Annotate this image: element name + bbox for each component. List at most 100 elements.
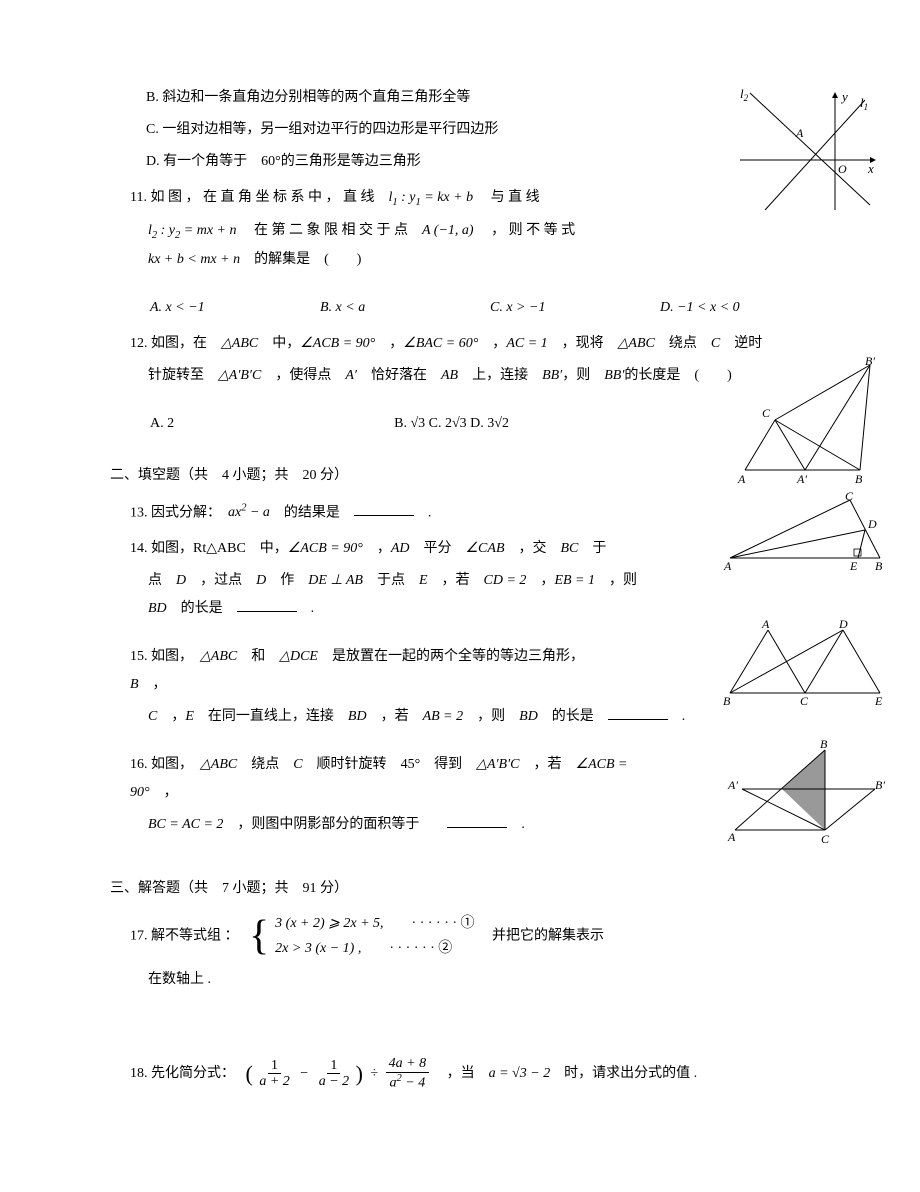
q11-line2: l2 : y2 = mx + n 在 第 二 象 限 相 交 于 点 A (−1…: [148, 217, 830, 246]
q15-line2: C ，E 在同一直线上，连接 BD ，若 AB = 2 ，则 BD 的长是 .: [148, 703, 830, 731]
q12-t6: 绕点: [655, 336, 711, 351]
q15-t8: ，则: [463, 709, 519, 724]
q12-options: A. 2 B. √3 C. 2√3 D. 3√2: [150, 410, 830, 438]
q18-aeq: a = √3 − 2: [489, 1066, 551, 1081]
d16-B: B: [820, 737, 828, 751]
q14-t15: .: [297, 601, 315, 616]
opt-d-angle: 60°: [261, 154, 281, 169]
q15-ptE: E: [185, 709, 194, 724]
q12-t8: 针旋转至: [148, 368, 218, 383]
q12-ang2: ∠BAC = 60°: [403, 336, 478, 351]
q12-tri3: △A′B′C: [218, 368, 261, 383]
q11: 11. 如 图 ， 在 直 角 坐 标 系 中 ， 直 线 l1 : y1 = …: [130, 184, 830, 213]
diagram-q12: A A′ B B′ C: [730, 355, 880, 485]
q12-ptC: C: [711, 336, 720, 351]
q11-ineq: kx + b < mx + n: [148, 252, 240, 267]
diagram-q16: A A′ B B′ C: [720, 735, 890, 855]
q18-minus: −: [300, 1066, 308, 1081]
q11-t2: 与 直 线: [473, 190, 540, 205]
q15-bd2: BD: [519, 709, 538, 724]
q17-line3: 在数轴上 .: [148, 966, 830, 994]
d12-B: B: [855, 472, 863, 485]
q12-t12: ，则: [562, 368, 604, 383]
d16-C: C: [821, 832, 830, 846]
q16-t8: .: [507, 817, 525, 832]
opt-d-suffix: 的三角形是等边三角形: [281, 154, 421, 169]
d12-A: A: [737, 472, 746, 485]
q17-t3: 在数轴上 .: [148, 972, 211, 987]
q15-ptC: C: [148, 709, 157, 724]
sec2-title: 二、填空题（共 4 小题；共 20 分）: [110, 468, 348, 483]
q12-tri2: △ABC: [618, 336, 655, 351]
q13-t1: 因式分解：: [151, 505, 228, 520]
opt-d-prefix: D. 有一个角等于: [146, 154, 261, 169]
d11-y: y: [840, 89, 848, 104]
d11-x: x: [867, 161, 874, 176]
q12-ptA: A′: [345, 368, 357, 383]
d16-Ap: A′: [727, 778, 738, 792]
q13-blank: [354, 502, 414, 516]
q12-t9: ，使得点: [261, 368, 345, 383]
q14-t1: 如图，: [151, 541, 193, 556]
q12-t11: 上，连接: [458, 368, 542, 383]
brace-icon: {: [249, 915, 269, 957]
section-3: 三、解答题（共 7 小题；共 91 分）: [110, 875, 830, 903]
q16-t2: 绕点: [237, 757, 293, 772]
q18: 18. 先化简分式： ( 1a + 2 − 1a − 2 ) ÷ 4a + 8a…: [130, 1052, 830, 1096]
q16-t3: 顺时针旋转: [303, 757, 401, 772]
d12-C: C: [762, 406, 771, 420]
d15-D: D: [838, 617, 848, 631]
q14-ang: ∠ACB = 90°: [288, 541, 363, 556]
q14-t9: 作: [266, 573, 308, 588]
d15-A: A: [761, 617, 770, 631]
q14-eb: EB = 1: [554, 573, 595, 588]
q18-div: ÷: [370, 1066, 378, 1081]
q17-line2: 2x > 3 (x − 1) ,: [275, 941, 361, 956]
d11-l1: l1: [860, 95, 868, 112]
q18-frac1: 1a + 2: [256, 1058, 292, 1090]
q15-t4: ，: [139, 677, 167, 692]
q17-t1: 解不等式组 ：: [151, 929, 246, 944]
d14-A: A: [723, 559, 732, 570]
q16-t4: 得到: [420, 757, 476, 772]
q11-l2: l2 : y2 = mx + n: [148, 223, 237, 238]
q11-pointA: A (−1, a): [422, 223, 474, 238]
q14-ptD: D: [176, 573, 186, 588]
q11-options: A. x < −1 B. x < a C. x > −1 D. −1 < x <…: [150, 294, 830, 322]
d12-Bp: B′: [865, 355, 875, 368]
q17-dots2: · · · · · · ②: [361, 941, 452, 956]
q15-t3: 是放置在一起的两个全等的等边三角形，: [318, 649, 605, 664]
q14-t8: ，过点: [186, 573, 256, 588]
q14-cab: ∠CAB: [466, 541, 505, 556]
q11-b: B. x < a: [320, 294, 490, 322]
q12-t5: ，现将: [548, 336, 618, 351]
q14-t2: 中，: [246, 541, 288, 556]
q11-t4: ， 则 不 等 式: [474, 223, 590, 238]
q15-blank: [608, 706, 668, 720]
q16-ptC: C: [293, 757, 302, 772]
q14-ptD2: D: [256, 573, 266, 588]
q15-t2: 和: [237, 649, 279, 664]
q18-t1: 先化简分式：: [151, 1066, 242, 1081]
q14-cd: CD = 2: [484, 573, 527, 588]
d11-O: O: [838, 162, 847, 176]
q12-t4: ，: [478, 336, 506, 351]
q12-ang1: ∠ACB = 90°: [300, 336, 375, 351]
diagram-q11: l1 l2 y x O A: [730, 85, 880, 215]
q15-t5: ，: [157, 709, 185, 724]
q14-t4: 平分: [410, 541, 466, 556]
section-2: 二、填空题（共 4 小题；共 20 分）: [110, 462, 830, 490]
q15-t1: 如图，: [151, 649, 200, 664]
q13-num: 13.: [130, 505, 148, 520]
d15-B: B: [723, 694, 731, 705]
d14-E: E: [849, 559, 858, 570]
d11-A: A: [795, 126, 804, 140]
q14-de: DE ⊥ AB: [308, 573, 363, 588]
q18-num: 18.: [130, 1066, 148, 1081]
q15-tri1: △ABC: [200, 649, 237, 664]
q13-expr: ax2 − a: [228, 505, 270, 520]
d14-D: D: [867, 517, 877, 531]
q17-num: 17.: [130, 929, 148, 944]
q12-num: 12.: [130, 336, 148, 351]
q12-a: A. 2: [150, 410, 394, 438]
